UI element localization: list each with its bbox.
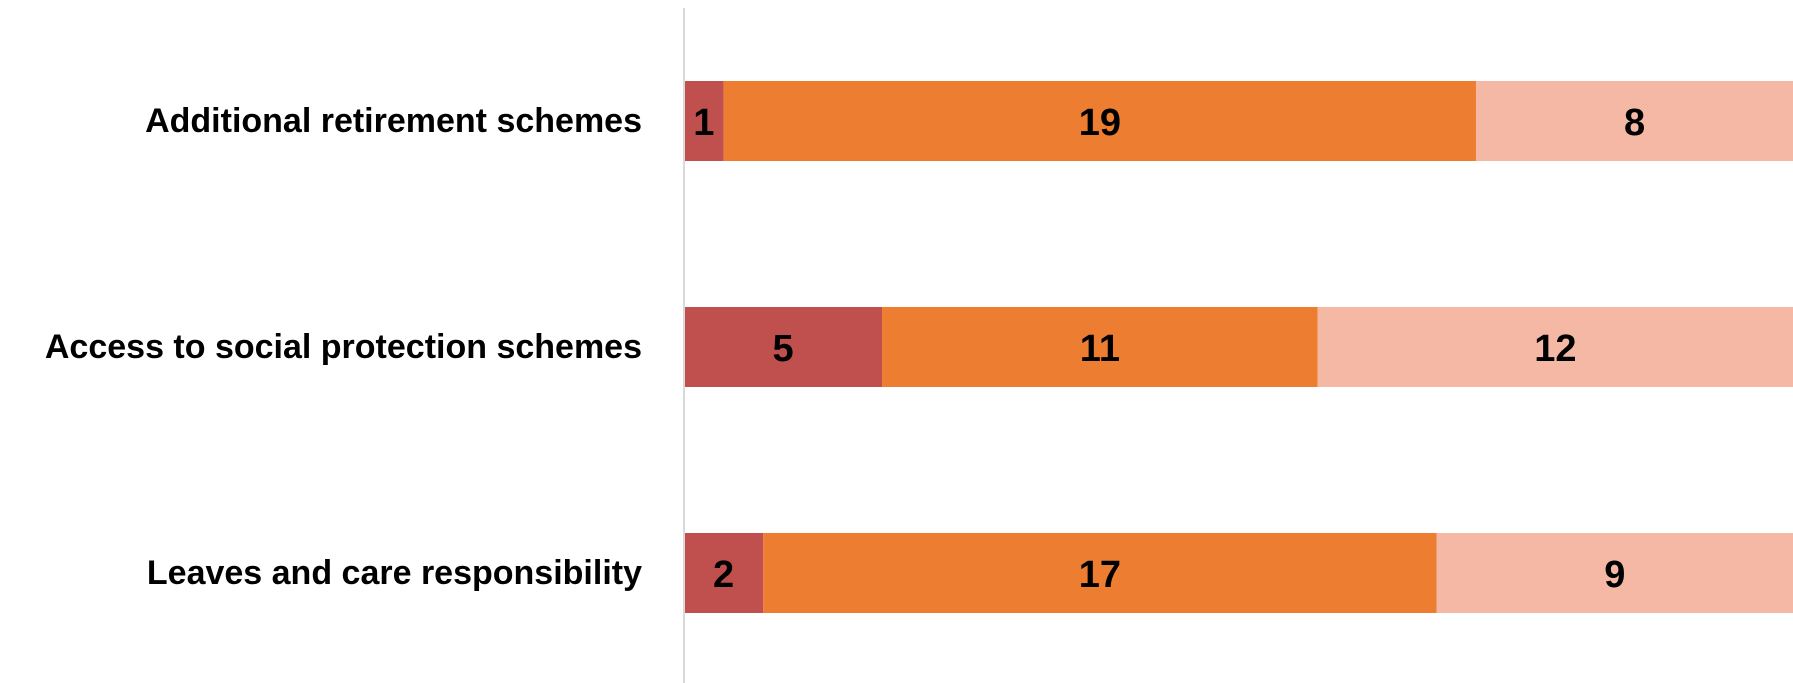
bar-segment — [882, 307, 1318, 387]
bar-segment — [684, 307, 883, 387]
bar-segment — [684, 81, 724, 161]
bar-segment — [723, 81, 1477, 161]
data-label: 8 — [1624, 102, 1645, 144]
data-label: 1 — [693, 102, 714, 144]
bar-segment — [763, 533, 1437, 613]
data-label: 12 — [1534, 328, 1576, 370]
data-label: 2 — [713, 554, 734, 596]
data-label: 17 — [1079, 554, 1121, 596]
value-labels: 1 19 8 5 11 12 2 17 9 — [693, 102, 1645, 596]
data-label: 9 — [1604, 554, 1625, 596]
bar-segment — [1436, 533, 1793, 613]
category-label: Leaves and care responsibility — [147, 554, 642, 592]
category-label: Additional retirement schemes — [145, 102, 642, 140]
data-label: 11 — [1080, 328, 1120, 370]
data-label: 5 — [772, 328, 793, 370]
bar-segment — [1476, 81, 1793, 161]
bar-segment — [1317, 307, 1793, 387]
data-label: 19 — [1079, 102, 1121, 144]
category-label: Access to social protection schemes — [45, 328, 642, 366]
category-labels: Additional retirement schemes Access to s… — [45, 102, 642, 592]
bar-segment — [684, 533, 764, 613]
bars — [684, 81, 1793, 613]
